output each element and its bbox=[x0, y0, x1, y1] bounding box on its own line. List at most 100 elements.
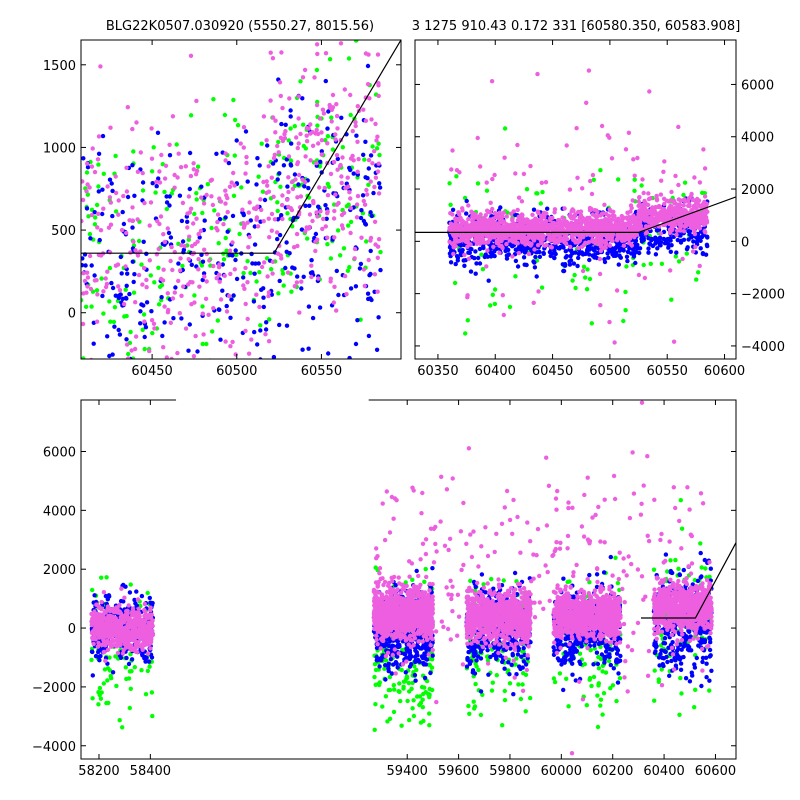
data-point bbox=[263, 332, 268, 337]
data-point bbox=[566, 704, 571, 709]
data-point bbox=[180, 263, 185, 269]
model-line bbox=[415, 196, 736, 233]
data-point bbox=[623, 289, 628, 295]
data-point bbox=[134, 120, 139, 125]
data-point bbox=[671, 212, 676, 217]
data-point bbox=[561, 268, 567, 274]
data-point bbox=[696, 198, 702, 203]
data-point bbox=[467, 250, 472, 255]
data-point bbox=[92, 593, 97, 598]
data-point bbox=[266, 339, 272, 344]
data-point bbox=[519, 199, 525, 204]
data-point bbox=[406, 680, 412, 686]
data-point bbox=[422, 579, 427, 584]
data-point bbox=[300, 75, 306, 80]
axes-frame bbox=[80, 39, 402, 360]
data-point bbox=[295, 195, 300, 200]
data-point bbox=[348, 205, 353, 211]
data-point bbox=[576, 255, 581, 261]
data-point bbox=[130, 218, 135, 223]
data-point bbox=[241, 221, 246, 226]
data-point bbox=[304, 133, 309, 138]
data-point bbox=[621, 318, 626, 324]
data-point bbox=[267, 387, 271, 391]
data-point bbox=[424, 678, 430, 684]
data-point bbox=[376, 141, 381, 146]
data-point bbox=[702, 217, 707, 222]
data-point bbox=[659, 178, 664, 183]
data-point bbox=[596, 241, 601, 246]
data-point bbox=[472, 704, 478, 709]
data-point bbox=[462, 252, 467, 258]
data-point bbox=[595, 693, 600, 698]
data-point bbox=[578, 222, 583, 228]
data-point bbox=[286, 189, 291, 195]
data-point bbox=[605, 251, 610, 256]
data-point bbox=[585, 247, 590, 252]
data-point bbox=[314, 210, 319, 215]
data-point bbox=[489, 576, 494, 582]
data-point bbox=[252, 329, 257, 335]
data-point bbox=[366, 182, 371, 187]
data-point bbox=[334, 268, 339, 274]
data-point bbox=[194, 191, 199, 196]
data-point bbox=[361, 152, 366, 157]
data-point bbox=[382, 666, 387, 671]
data-point bbox=[608, 218, 614, 223]
data-point bbox=[658, 192, 664, 197]
data-point bbox=[269, 228, 274, 233]
data-point bbox=[391, 709, 397, 715]
data-point bbox=[607, 243, 613, 248]
data-point bbox=[339, 180, 344, 186]
x-tick-label: 60500 bbox=[589, 364, 630, 379]
data-point bbox=[484, 654, 490, 659]
data-point bbox=[462, 226, 468, 231]
data-point bbox=[100, 133, 106, 139]
data-point bbox=[209, 225, 214, 231]
data-point bbox=[300, 96, 305, 101]
data-point bbox=[365, 82, 371, 87]
data-point bbox=[279, 202, 285, 208]
data-point bbox=[118, 380, 122, 384]
data-point bbox=[94, 202, 100, 208]
data-point bbox=[230, 240, 235, 245]
data-point bbox=[89, 212, 95, 218]
data-point bbox=[371, 190, 376, 196]
data-point bbox=[486, 240, 491, 245]
data-point bbox=[361, 107, 366, 112]
data-point bbox=[183, 326, 189, 331]
data-point bbox=[340, 155, 345, 160]
data-point bbox=[204, 251, 209, 257]
data-point bbox=[372, 272, 378, 277]
data-point bbox=[646, 246, 651, 251]
data-point bbox=[261, 114, 267, 119]
data-point bbox=[465, 295, 470, 300]
data-point bbox=[175, 350, 180, 356]
data-point bbox=[83, 375, 87, 379]
data-point bbox=[271, 194, 276, 199]
data-point bbox=[270, 271, 275, 276]
data-point bbox=[376, 83, 381, 88]
data-point bbox=[558, 244, 563, 250]
data-point bbox=[275, 208, 280, 214]
data-point bbox=[692, 205, 698, 210]
data-point bbox=[531, 300, 536, 305]
data-point bbox=[454, 254, 460, 259]
data-point bbox=[133, 334, 139, 339]
data-point bbox=[637, 246, 643, 251]
data-point bbox=[186, 282, 191, 287]
data-point bbox=[417, 694, 423, 699]
data-point bbox=[543, 218, 549, 224]
data-point bbox=[262, 405, 266, 409]
data-point bbox=[306, 185, 311, 191]
data-point bbox=[357, 266, 363, 271]
data-point bbox=[691, 197, 696, 203]
data-point bbox=[586, 240, 592, 245]
data-point bbox=[96, 211, 101, 216]
data-point bbox=[308, 270, 314, 276]
data-point bbox=[286, 175, 291, 180]
data-point bbox=[252, 224, 257, 229]
data-point bbox=[92, 222, 98, 227]
data-point bbox=[232, 153, 237, 158]
data-point bbox=[220, 262, 225, 267]
